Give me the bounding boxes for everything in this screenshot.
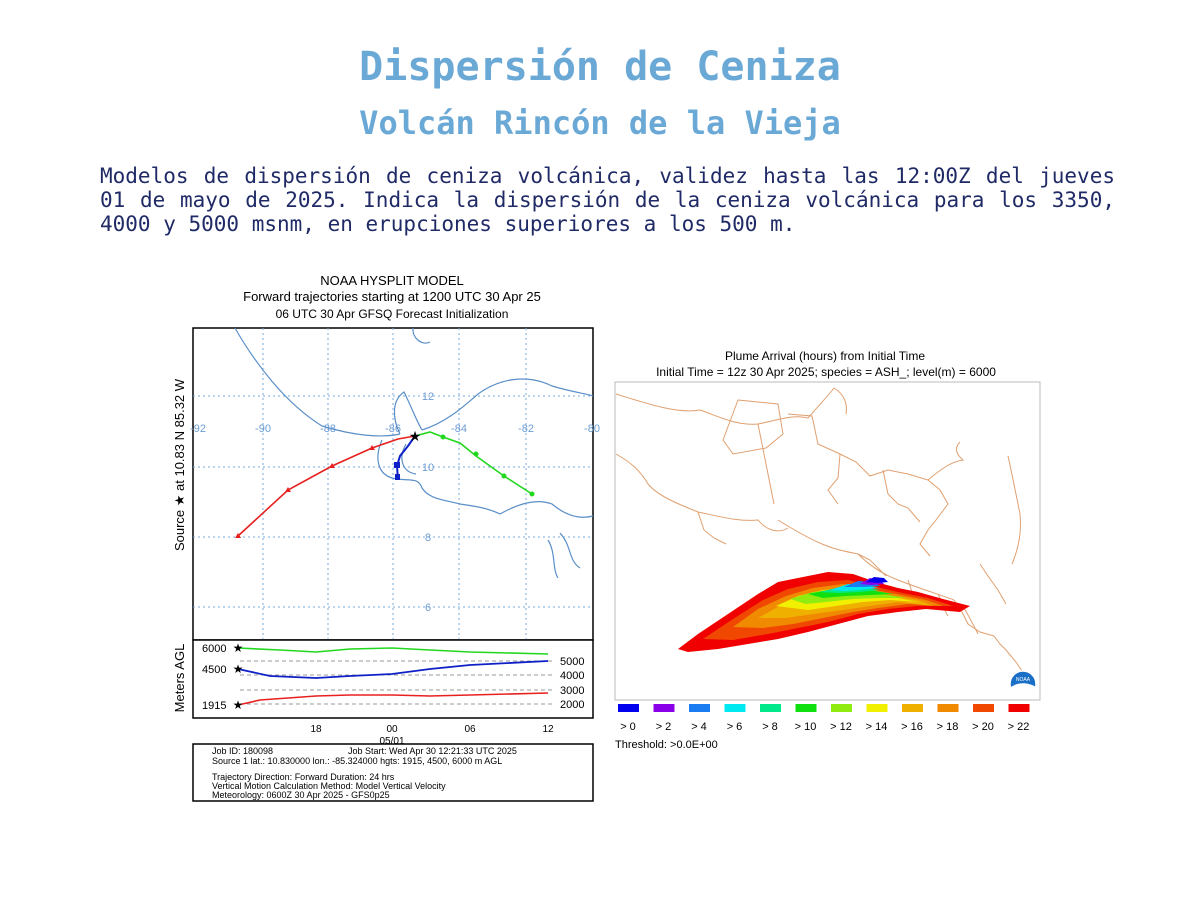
trajectory-high-markers [440, 434, 535, 497]
legend-swatch [760, 704, 781, 712]
svg-text:6: 6 [425, 602, 431, 614]
legend-swatch [831, 704, 852, 712]
meteorology: Meteorology: 0600Z 30 Apr 2025 - GFS0p25 [212, 790, 390, 800]
legend-label: > 20 [972, 721, 994, 733]
svg-text:-82: -82 [518, 423, 534, 435]
trajectory-mid [395, 435, 416, 481]
source-ylabel: Source ★ at 10.83 N 85.32 W [172, 378, 187, 551]
plume-figure: Plume Arrival (hours) from Initial Time … [608, 344, 1048, 756]
svg-text:-80: -80 [584, 423, 600, 435]
threshold-label: Threshold: >0.0E+00 [615, 739, 718, 751]
page-subtitle: Volcán Rincón de la Vieja [359, 104, 841, 142]
legend-label: > 8 [762, 721, 778, 733]
hysplit-title-3: 06 UTC 30 Apr GFSQ Forecast Initializati… [276, 307, 509, 321]
plume-chart: Plume Arrival (hours) from Initial Time … [614, 349, 1041, 751]
legend-swatch [653, 704, 675, 712]
svg-text:1915: 1915 [202, 700, 226, 712]
svg-text:00: 00 [386, 724, 398, 735]
hysplit-figure: NOAA HYSPLIT MODEL Forward trajectories … [160, 268, 600, 808]
legend-label: > 18 [937, 721, 959, 733]
svg-text:12: 12 [422, 391, 434, 403]
plume-legend: > 0 > 2 > 4 > 6 > 8 > 10 > 12 > 14 > 16 > 18 > 20 >… [618, 704, 1030, 733]
legend-swatch [937, 704, 959, 712]
svg-text:6000: 6000 [202, 643, 226, 655]
svg-text:4500: 4500 [202, 664, 226, 676]
lat-tick-labels: 12 10 8 6 [422, 391, 434, 614]
map-gridlines [193, 328, 593, 640]
time-tick-labels: 18 00 06 12 05/01 [310, 724, 554, 747]
svg-text:-84: -84 [451, 423, 467, 435]
height-line-high [237, 647, 549, 655]
legend-swatch [795, 704, 817, 712]
hysplit-chart: NOAA HYSPLIT MODEL Forward trajectories … [172, 273, 600, 802]
legend-label: > 12 [830, 721, 852, 733]
svg-text:18: 18 [310, 724, 322, 735]
map-borders [615, 387, 1025, 675]
legend-swatch [1008, 704, 1030, 712]
trajectory-map: -92 -90 -88 -86 -84 -82 -80 12 10 8 6 [190, 327, 600, 641]
legend-label: > 22 [1008, 721, 1030, 733]
height-star-low-icon: ★ [233, 698, 244, 712]
legend-label: > 4 [691, 721, 707, 733]
svg-text:NOAA: NOAA [1016, 677, 1031, 683]
legend-swatch [724, 704, 746, 712]
job-start: Job Start: Wed Apr 30 12:21:33 UTC 2025 [348, 746, 517, 756]
source-info: Source 1 lat.: 10.830000 lon.: -85.32400… [212, 756, 502, 766]
date-label: 05/01 [379, 736, 404, 747]
trajectory-mid-markers [394, 462, 400, 480]
job-info-box: Job ID: 180098 Job Start: Wed Apr 30 12:… [192, 743, 594, 802]
legend-label: > 10 [795, 721, 817, 733]
plume-band-0 [866, 577, 888, 583]
svg-text:8: 8 [425, 532, 431, 544]
svg-text:-90: -90 [255, 423, 271, 435]
svg-text:-92: -92 [190, 423, 206, 435]
hysplit-title-1: NOAA HYSPLIT MODEL [320, 273, 464, 288]
svg-text:2000: 2000 [560, 699, 584, 711]
ash-plume [678, 572, 970, 652]
legend-swatch [902, 704, 923, 712]
svg-text:4000: 4000 [560, 670, 584, 682]
height-ylabel: Meters AGL [172, 644, 187, 713]
source-star-icon: ★ [409, 428, 422, 444]
right-height-labels: 5000 4000 3000 2000 [560, 656, 584, 711]
plume-title-2: Initial Time = 12z 30 Apr 2025; species … [656, 365, 996, 379]
left-height-labels: 6000 4500 1915 [202, 643, 226, 712]
legend-swatch [973, 704, 994, 712]
height-star-high-icon: ★ [233, 641, 244, 655]
svg-text:-86: -86 [385, 423, 401, 435]
lon-tick-labels: -92 -90 -88 -86 -84 -82 -80 [190, 423, 600, 435]
height-star-mid-icon: ★ [233, 662, 244, 676]
height-line-mid [237, 660, 549, 679]
legend-swatch [618, 704, 639, 712]
trajectory-low [237, 435, 416, 537]
page-title: Dispersión de Ceniza [359, 44, 841, 90]
plume-title-1: Plume Arrival (hours) from Initial Time [725, 349, 925, 363]
legend-label: > 16 [901, 721, 923, 733]
height-gridlines [240, 660, 555, 705]
legend-swatch [689, 704, 710, 712]
legend-label: > 2 [656, 721, 672, 733]
svg-text:12: 12 [542, 724, 554, 735]
job-id: Job ID: 180098 [212, 746, 273, 756]
description-text: Modelos de dispersión de ceniza volcánic… [100, 164, 1115, 236]
height-panel: 6000 4500 1915 5000 4000 3000 2000 ★ ★ ★… [192, 639, 594, 747]
coastlines [234, 327, 594, 579]
height-line-low [237, 692, 549, 706]
vertical-motion: Vertical Motion Calculation Method: Mode… [212, 781, 446, 791]
svg-text:3000: 3000 [560, 685, 584, 697]
trajectory-direction: Trajectory Direction: Forward Duration: … [212, 772, 395, 782]
svg-text:10: 10 [422, 462, 434, 474]
hysplit-title-2: Forward trajectories starting at 1200 UT… [243, 289, 541, 304]
legend-label: > 14 [866, 721, 888, 733]
svg-text:5000: 5000 [560, 656, 584, 668]
plume-map: NOAA [614, 381, 1041, 701]
trajectory-low-markers [235, 445, 375, 538]
legend-swatch [866, 704, 888, 712]
legend-label: > 0 [620, 721, 636, 733]
legend-label: > 6 [727, 721, 743, 733]
svg-text:06: 06 [464, 724, 476, 735]
noaa-logo: NOAA [1009, 670, 1037, 698]
